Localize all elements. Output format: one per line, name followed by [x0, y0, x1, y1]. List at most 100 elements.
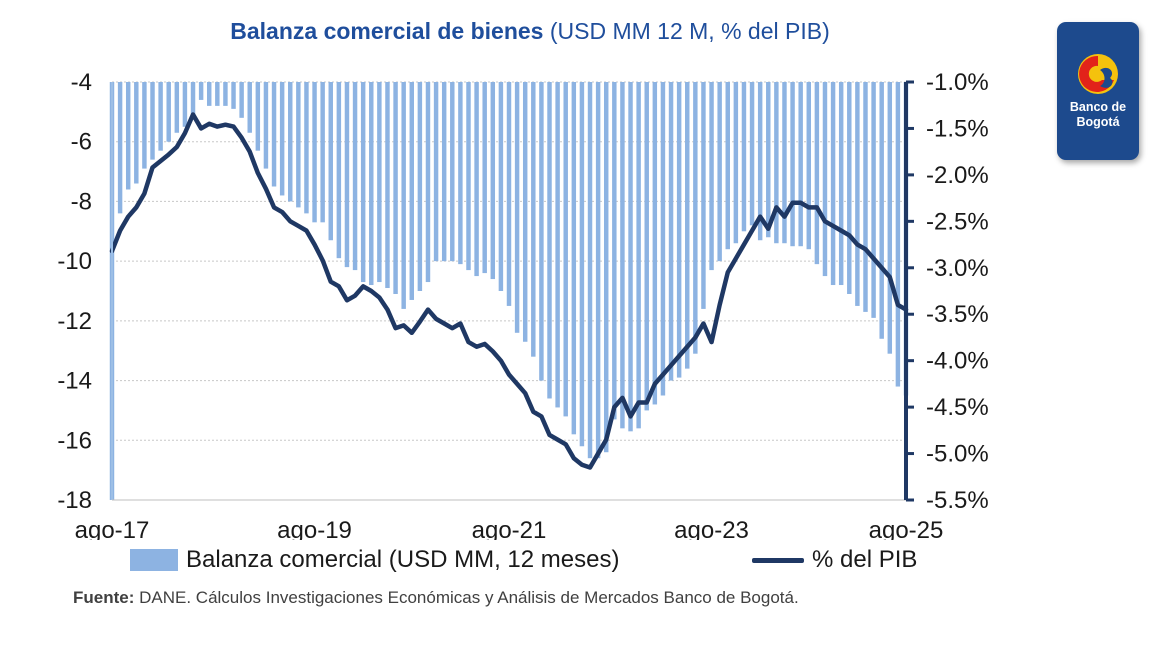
bar [142, 82, 147, 169]
bar [814, 82, 820, 265]
y-left-tick-label: -12 [57, 308, 92, 335]
bar [466, 82, 471, 271]
bar [166, 82, 171, 142]
bar [741, 82, 747, 232]
bar [336, 82, 342, 259]
y-right-tick-label: -5.0% [926, 441, 989, 468]
bar [482, 82, 487, 274]
y-left-tick-label: -4 [71, 69, 92, 96]
bar [555, 82, 560, 408]
bar [717, 82, 722, 262]
bar [701, 82, 706, 309]
x-tick-label: ago-19 [277, 517, 352, 540]
bar [304, 82, 309, 214]
bar [822, 82, 828, 277]
bar [206, 82, 212, 106]
bar [433, 82, 439, 262]
bar [417, 82, 423, 291]
bar [441, 82, 447, 262]
chart-plot: -4 -6 -8 -10 -12 -14 -16 -18 -1.0% -1.5% -2.0% -2.5… [57, 69, 989, 540]
bank-logo-icon [1078, 54, 1118, 94]
bar [774, 82, 779, 244]
bar [628, 82, 633, 432]
bar [158, 82, 163, 151]
bar [563, 82, 568, 417]
bar [855, 82, 860, 306]
y-right-tick-label: -1.5% [926, 115, 989, 142]
bar [409, 82, 415, 300]
bar [344, 82, 350, 268]
bar [847, 82, 852, 294]
legend-line-swatch [752, 557, 804, 563]
y-left-tick-label: -18 [57, 487, 92, 514]
bar [328, 82, 333, 241]
line-path [109, 112, 909, 470]
bar [125, 82, 131, 190]
y-left-tick-label: -8 [71, 188, 92, 215]
bar [215, 82, 220, 106]
bar [806, 82, 812, 250]
bar [603, 82, 609, 453]
legend-bar-label: Balanza comercial (USD MM, 12 meses) [186, 546, 620, 573]
bar [174, 82, 180, 133]
legend-item-line: % del PIB [752, 546, 917, 574]
bar [871, 82, 876, 318]
bar [425, 82, 431, 283]
x-tick-label: ago-21 [472, 517, 547, 540]
y-right-tick-label: -4.0% [926, 348, 989, 375]
bar [369, 82, 374, 286]
chart-title-units: (USD MM 12 M, % del PIB) [549, 18, 830, 44]
bar [587, 82, 593, 459]
y-right-tick-label: -2.5% [926, 208, 989, 235]
bar [271, 82, 277, 187]
source-text: DANE. Cálculos Investigaciones Económica… [139, 588, 799, 607]
bar [198, 82, 204, 100]
bar [134, 82, 139, 184]
bank-logo-line2: Bogotá [1076, 115, 1120, 129]
bar [595, 82, 601, 459]
bar [676, 82, 682, 378]
bar [733, 82, 739, 244]
source-note: Fuente: DANE. Cálculos Investigaciones E… [73, 588, 799, 608]
bank-logo-line1: Banco de [1069, 100, 1127, 114]
bar [571, 82, 577, 435]
bar [498, 82, 504, 291]
bar [247, 82, 252, 133]
legend-item-bars: Balanza comercial (USD MM, 12 meses) [130, 546, 619, 574]
bar [863, 82, 868, 312]
bar [506, 82, 512, 306]
bar [685, 82, 690, 369]
bar [693, 82, 698, 354]
bar [790, 82, 795, 247]
bar [749, 82, 755, 226]
bar [352, 82, 358, 271]
bar [117, 82, 123, 214]
bar [320, 82, 325, 223]
bar [522, 82, 528, 342]
bar [474, 82, 479, 277]
chart-title-main: Balanza comercial de bienes [230, 18, 544, 44]
bar [231, 82, 236, 109]
bar [385, 82, 390, 289]
bar [514, 82, 520, 333]
chart-title: Balanza comercial de bienes (USD MM 12 M… [0, 18, 1060, 45]
bar [798, 82, 803, 247]
bar [401, 82, 406, 309]
bar [757, 82, 763, 241]
bar [539, 82, 544, 381]
bar [660, 82, 666, 396]
bar [279, 82, 285, 196]
bar [255, 82, 261, 151]
bar [377, 82, 382, 283]
y-right-tick-label: -1.0% [926, 69, 989, 96]
line-series [109, 112, 909, 470]
bar [830, 82, 836, 286]
y-right-tick-label: -2.0% [926, 162, 989, 189]
bar [150, 82, 155, 160]
y-right-tick-label: -3.5% [926, 301, 989, 328]
bar [458, 82, 463, 265]
bar [450, 82, 455, 262]
bar [531, 82, 536, 357]
bar [360, 82, 366, 283]
bar [393, 82, 398, 294]
